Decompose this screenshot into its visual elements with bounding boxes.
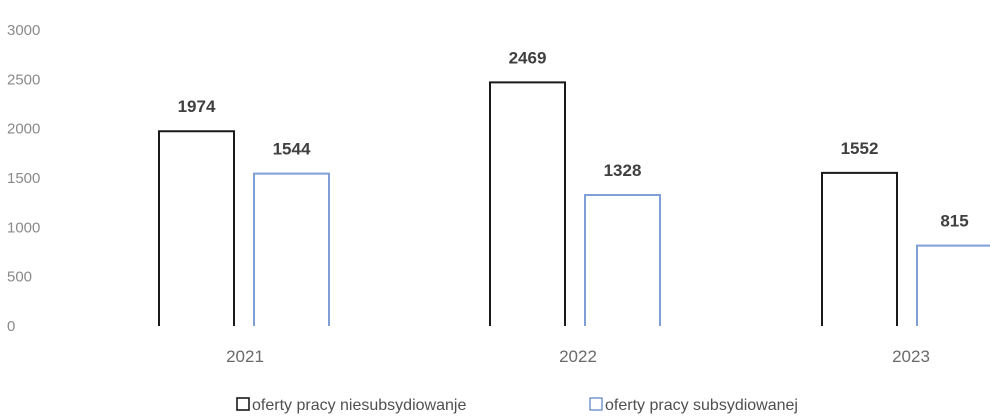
data-label: 1552 xyxy=(841,139,879,158)
data-label: 1974 xyxy=(178,97,216,116)
x-tick-label: 2021 xyxy=(226,347,264,366)
y-tick-label: 3000 xyxy=(7,22,40,39)
bar-2021-series-1 xyxy=(253,172,330,326)
bar-2023-series-0 xyxy=(821,171,898,326)
bar-2021-series-0 xyxy=(158,130,235,326)
data-labels: 1974 1544 2469 1328 1552 815 xyxy=(178,48,969,230)
bar-2022-series-0 xyxy=(489,81,566,326)
legend-swatch xyxy=(236,397,250,411)
x-tick-label: 2022 xyxy=(559,347,597,366)
y-axis-ticks: 0 500 1000 1500 2000 2500 3000 xyxy=(7,22,40,335)
y-tick-label: 2000 xyxy=(7,121,40,138)
data-label: 2469 xyxy=(509,48,547,67)
y-tick-label: 500 xyxy=(7,269,32,286)
x-axis-labels: 2021 2022 2023 xyxy=(226,347,930,366)
legend-label: oferty pracy subsydiowanej xyxy=(605,397,798,414)
data-label: 1544 xyxy=(273,140,311,159)
legend-label: oferty pracy niesubsydiowanje xyxy=(252,397,466,414)
legend-swatch xyxy=(589,397,603,411)
data-label: 1328 xyxy=(604,161,642,180)
y-tick-label: 1500 xyxy=(7,170,40,187)
x-tick-label: 2023 xyxy=(892,347,930,366)
data-label: 815 xyxy=(940,212,968,231)
y-tick-label: 0 xyxy=(7,318,15,335)
legend: oferty pracy niesubsydiowanje oferty prac… xyxy=(236,397,798,414)
bar-2022-series-1 xyxy=(584,193,661,326)
y-tick-label: 2500 xyxy=(7,71,40,88)
bar-2023-series-1 xyxy=(916,244,990,326)
bars xyxy=(158,81,990,326)
y-tick-label: 1000 xyxy=(7,219,40,236)
